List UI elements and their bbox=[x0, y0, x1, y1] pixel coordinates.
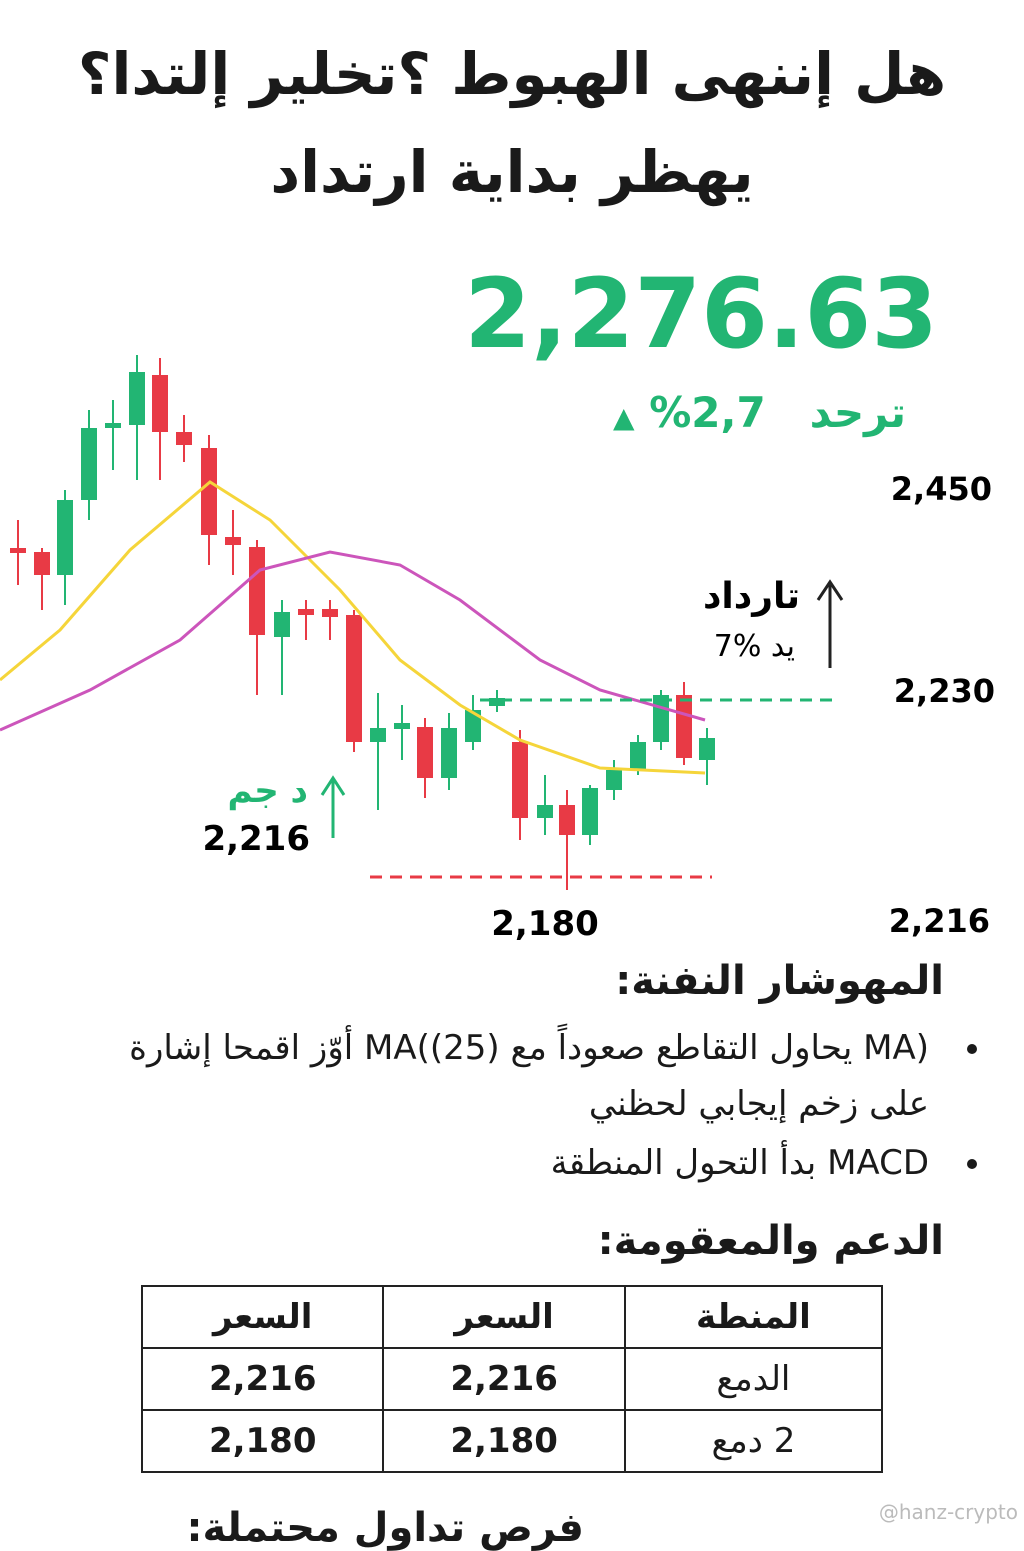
levels-table: المنطة السعر السعر الدمع 2,216 2,216 2 د… bbox=[140, 1285, 884, 1473]
bullet: MACD بدأ التحول المنطقة bbox=[109, 1135, 977, 1191]
support-label: د جم bbox=[228, 771, 308, 811]
axis-label: 2,230 bbox=[894, 672, 995, 710]
candle-body bbox=[225, 537, 241, 545]
candle-body bbox=[559, 805, 575, 835]
header-cell: السعر bbox=[382, 1285, 626, 1349]
candle-body bbox=[512, 742, 528, 818]
axis-label: 2,450 bbox=[891, 470, 992, 508]
candle-body bbox=[465, 710, 481, 742]
candle-body bbox=[582, 788, 598, 835]
title: هل إننهى الهبوط ؟تخلير إلتدا؟ bbox=[77, 40, 947, 108]
section-title: فرص تداول محتملة: bbox=[186, 1505, 584, 1551]
candle-body bbox=[249, 547, 265, 635]
breakout-value: 7% يد bbox=[714, 629, 795, 664]
cell: 2 دمع bbox=[623, 1409, 884, 1473]
candle-body bbox=[394, 723, 410, 729]
candle-body bbox=[606, 770, 622, 790]
candle-body bbox=[298, 609, 314, 615]
change-label: ترحد bbox=[809, 388, 906, 437]
table-header: المنطة السعر السعر bbox=[140, 1285, 884, 1349]
candle-body bbox=[57, 500, 73, 575]
header-cell: السعر bbox=[140, 1285, 385, 1349]
candle-body bbox=[537, 805, 553, 818]
header-cell: المنطة bbox=[623, 1285, 884, 1349]
low-label: 2,180 bbox=[491, 904, 599, 944]
price: 2,276.63 bbox=[464, 258, 938, 370]
cell: 2,180 bbox=[140, 1409, 385, 1473]
candle-body bbox=[129, 372, 145, 425]
section-title: الدعم والمعقومة: bbox=[597, 1218, 944, 1264]
candle-body bbox=[274, 612, 290, 637]
ma-long bbox=[0, 550, 706, 732]
candle-body bbox=[653, 695, 669, 742]
cell: 2,180 bbox=[382, 1409, 626, 1473]
cell: 2,216 bbox=[382, 1347, 626, 1411]
candle-body bbox=[630, 742, 646, 770]
candle-body bbox=[417, 727, 433, 778]
candle-body bbox=[441, 728, 457, 778]
price-change: ترحد 2,7% ▲ bbox=[613, 388, 906, 437]
subtitle: يهظر بداية ارتداد bbox=[270, 138, 754, 206]
candle-body bbox=[676, 695, 692, 758]
up-arrow: ▲ bbox=[613, 401, 635, 434]
candle-body bbox=[81, 428, 97, 500]
cell: 2,216 bbox=[140, 1347, 385, 1411]
candle-body bbox=[176, 432, 192, 445]
arrow-head bbox=[816, 579, 844, 601]
cell: الدمع bbox=[623, 1347, 884, 1411]
candle-body bbox=[10, 548, 26, 553]
candle-body bbox=[34, 552, 50, 575]
candle-body bbox=[322, 609, 338, 617]
candle-body bbox=[346, 615, 362, 742]
bullet: (MA يحاول التقاطع صعوداً مع (25))MA أوّز… bbox=[109, 1020, 977, 1132]
breakout-label: تارداد bbox=[703, 576, 800, 617]
change-value: 2,7% bbox=[649, 388, 766, 437]
support-value: 2,216 bbox=[202, 819, 310, 859]
section-title: المهوشار النفنة: bbox=[615, 958, 944, 1004]
arrow-head bbox=[320, 775, 346, 796]
candle-body bbox=[370, 728, 386, 742]
chart: تارداد 7% يد د جم 2,216 2,180 2,450 2,23… bbox=[0, 355, 995, 944]
candle-body bbox=[699, 738, 715, 760]
candle-body bbox=[105, 423, 121, 428]
watermark: @hanz-crypto bbox=[878, 1500, 1018, 1524]
candle-body bbox=[489, 698, 505, 706]
axis-label: 2,216 bbox=[889, 902, 990, 940]
table-row: 2 دمع 2,180 2,180 bbox=[140, 1409, 884, 1473]
table-row: الدمع 2,216 2,216 bbox=[140, 1347, 884, 1411]
candle-body bbox=[201, 448, 217, 535]
candle-body bbox=[152, 375, 168, 432]
ma-short bbox=[0, 480, 706, 775]
